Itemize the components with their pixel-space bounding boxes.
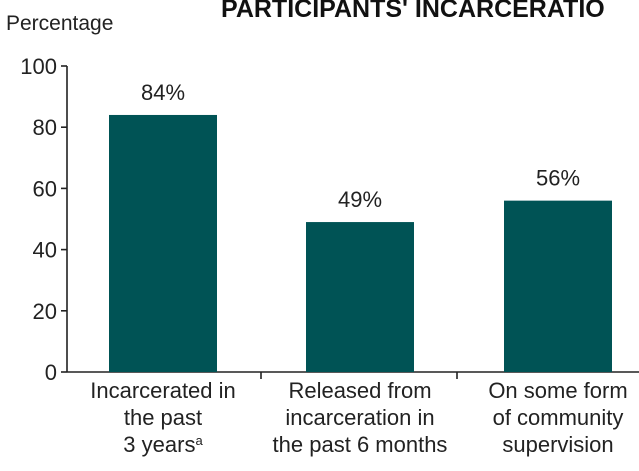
bar-value-label: 56%	[536, 166, 580, 191]
data-labels: 84% 49% 56%	[141, 80, 580, 212]
x-category-label: supervision	[502, 432, 613, 457]
bar	[504, 200, 612, 372]
x-category-line: incarceration in	[285, 405, 434, 430]
x-category-line: Incarcerated in	[90, 378, 236, 403]
bar	[306, 222, 414, 372]
x-category-label: the past	[124, 405, 202, 430]
x-category-line: 3 years	[123, 432, 195, 457]
y-axis-label: Percentage	[6, 12, 113, 35]
x-category-line: On some form	[488, 378, 627, 403]
x-category-line: supervision	[502, 432, 613, 457]
footnote-marker: a	[195, 433, 203, 448]
x-category-line: the past 6 months	[273, 432, 448, 457]
bar	[109, 114, 217, 373]
y-tick-label: 20	[33, 299, 57, 324]
x-category-label: Released from	[288, 378, 431, 403]
bars	[109, 114, 612, 373]
x-category-line: the past	[124, 405, 202, 430]
x-category-line: of community	[493, 405, 624, 430]
x-category-label: Incarcerated in	[90, 378, 236, 403]
x-category-label: 3 yearsa	[123, 432, 203, 457]
y-tick-label: 80	[33, 115, 57, 140]
y-tick-label: 0	[45, 360, 57, 385]
x-category-label: incarceration in	[285, 405, 434, 430]
x-category-label: the past 6 months	[273, 432, 448, 457]
x-category-label: of community	[493, 405, 624, 430]
y-tick-label: 100	[20, 54, 57, 79]
y-axis-ticks: 0 20 40 60 80 100	[20, 54, 67, 385]
bar-value-label: 84%	[141, 80, 185, 105]
y-tick-label: 60	[33, 176, 57, 201]
chart-title: PARTICIPANTS' INCARCERATIO	[221, 0, 605, 23]
x-category-label: On some form	[488, 378, 627, 403]
x-category-line: Released from	[288, 378, 431, 403]
bar-value-label: 49%	[338, 187, 382, 212]
y-tick-label: 40	[33, 238, 57, 263]
